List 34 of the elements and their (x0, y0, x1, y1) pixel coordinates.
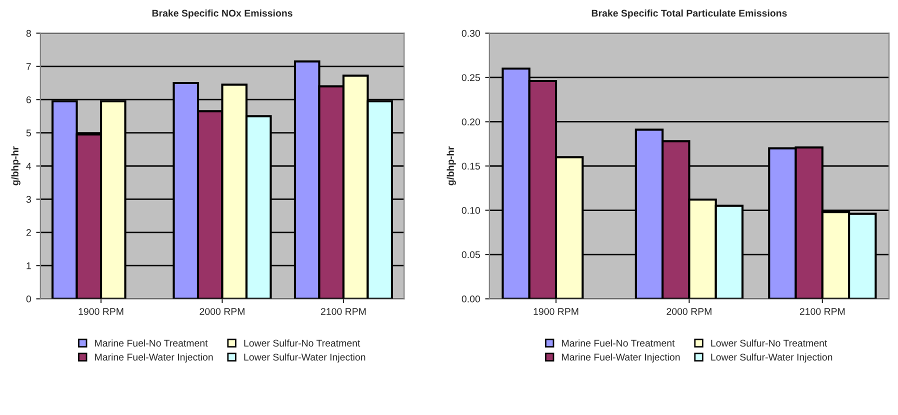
y-tick-label: 7 (26, 63, 31, 70)
chart-title: Brake Specific NOx Emissions (152, 9, 292, 19)
x-tick-label: 2100 RPM (321, 308, 366, 315)
x-tick-label: 1900 RPM (78, 308, 124, 315)
legend-label: Marine Fuel-Water Injection (562, 353, 680, 363)
y-tick-label: 0.00 (462, 296, 480, 302)
legend-label: Marine Fuel-No Treatment (95, 339, 208, 347)
y-axis-title: g/bhp-hr (11, 146, 20, 186)
y-tick-label: 0.25 (462, 74, 480, 82)
legend-label: Lower Sulfur-Water Injection (244, 353, 366, 363)
y-tick-label: 1 (26, 262, 31, 270)
y-tick-label: 5 (26, 130, 31, 136)
y-tick-label: 3 (26, 196, 31, 203)
chart-title: Brake Specific Total Particulate Emissions (592, 9, 787, 19)
x-tick-label: 2000 RPM (666, 308, 712, 315)
y-tick-label: 4 (26, 162, 32, 170)
y-tick-label: 0.20 (462, 118, 480, 126)
y-tick-label: 0 (26, 296, 31, 302)
y-tick-label: 2 (26, 229, 31, 236)
legend-label: Lower Sulfur-Water Injection (711, 353, 832, 363)
x-tick-label: 2100 RPM (800, 308, 845, 315)
legend-label: Lower Sulfur-No Treatment (711, 339, 828, 347)
x-tick-label: 1900 RPM (534, 308, 578, 315)
y-tick-label: 0.15 (462, 162, 480, 170)
y-tick-label: 0.30 (462, 30, 480, 37)
y-tick-label: 6 (26, 96, 31, 104)
y-axis-title: g/bhp-hr (446, 146, 456, 186)
legend-label: Lower Sulfur-No Treatment (244, 339, 360, 347)
legend-label: Marine Fuel-No Treatment (562, 339, 675, 347)
y-tick-label: 0.10 (462, 207, 480, 214)
x-tick-label: 2000 RPM (200, 308, 244, 315)
legend-label: Marine Fuel-Water Injection (95, 353, 213, 363)
y-tick-label: 8 (26, 30, 31, 37)
y-tick-label: 0.05 (462, 251, 480, 258)
